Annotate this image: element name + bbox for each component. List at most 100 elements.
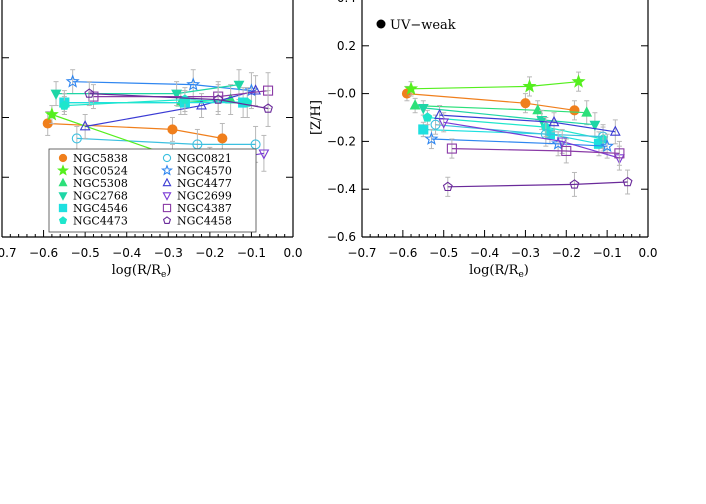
- data-point: [233, 80, 245, 91]
- x-tick-label: −0.5: [429, 246, 458, 260]
- x-tick-label: −0.7: [347, 246, 376, 260]
- series-line: [439, 114, 616, 133]
- legend-item-ngc4458: NGC4458: [162, 215, 232, 228]
- data-point: [213, 94, 224, 104]
- legend-marker: [160, 164, 174, 176]
- legend-label: NGC5838: [73, 152, 128, 165]
- series-line: [423, 107, 595, 126]
- legend-item-ngc4477: NGC4477: [162, 177, 232, 190]
- series-ngc4458: [84, 81, 273, 127]
- y-tick-label: −0.0: [327, 87, 356, 101]
- data-point: [446, 143, 457, 154]
- data-point: [417, 104, 429, 115]
- legend-label: NGC4570: [177, 165, 232, 178]
- series-ngc5308: [409, 97, 593, 126]
- x-axis-title: log(R/Re): [112, 263, 172, 280]
- x-tick-label: −0.2: [552, 246, 581, 260]
- data-point: [589, 120, 601, 131]
- data-point: [556, 137, 568, 148]
- data-point: [442, 181, 453, 192]
- legend-label: NGC2768: [73, 190, 128, 203]
- legend-item-ngc5308: NGC5308: [58, 177, 128, 190]
- data-point: [422, 112, 433, 122]
- legend-item-ngc0524: NGC0524: [56, 164, 128, 178]
- data-point: [50, 89, 62, 100]
- legend-label: NGC2699: [177, 190, 232, 203]
- legend-marker: [162, 203, 172, 213]
- legend-marker: [162, 177, 172, 187]
- legend-item-ngc2699: NGC2699: [162, 190, 232, 203]
- x-tick-label: −0.3: [511, 246, 540, 260]
- data-point: [571, 74, 586, 88]
- x-axis-title: log(R/Re): [469, 263, 529, 280]
- annotation-label: UV−weak: [390, 18, 456, 33]
- data-point: [167, 124, 178, 135]
- data-point: [84, 88, 95, 98]
- series-line: [89, 93, 269, 110]
- data-point: [263, 103, 273, 113]
- data-point: [186, 77, 201, 91]
- legend-marker: [162, 216, 172, 224]
- data-point: [250, 84, 262, 95]
- series-line: [72, 81, 252, 92]
- data-point: [548, 115, 560, 127]
- legend-item-ngc2768: NGC2768: [58, 190, 128, 203]
- x-tick-label: 0.0: [638, 246, 657, 260]
- series-line: [76, 137, 256, 145]
- series-line: [47, 122, 223, 139]
- data-point: [424, 131, 439, 145]
- uv-weak-annotation: UV−weak: [376, 18, 456, 33]
- legend-marker: [162, 192, 172, 201]
- series-line: [84, 90, 256, 128]
- legend-marker: [56, 164, 70, 176]
- series-ngc4458: [442, 169, 633, 197]
- legend-marker: [162, 153, 172, 163]
- data-point: [196, 99, 207, 110]
- data-point: [217, 133, 228, 144]
- series-line: [431, 138, 608, 147]
- x-tick-label: −0.4: [112, 246, 141, 260]
- series-line: [410, 81, 579, 90]
- data-point: [418, 124, 429, 135]
- x-axis-title-close: ): [166, 263, 171, 278]
- legend-label: NGC0524: [73, 165, 128, 178]
- legend-item-ngc5838: NGC5838: [58, 152, 128, 165]
- legend-item-ngc4387: NGC4387: [162, 202, 232, 215]
- data-point: [520, 98, 531, 109]
- data-point: [404, 81, 419, 95]
- data-point: [171, 89, 183, 100]
- annotation-dot: [376, 19, 386, 29]
- legend-marker: [58, 153, 68, 163]
- legend-label: NGC4477: [177, 177, 232, 190]
- legend-label: NGC4458: [177, 215, 232, 228]
- data-point: [59, 100, 70, 110]
- y-tick-label: −0.2: [327, 134, 356, 148]
- legend-label: NGC4387: [177, 202, 232, 215]
- legend-item-ngc4570: NGC4570: [160, 164, 232, 178]
- data-point: [569, 179, 580, 189]
- data-point: [71, 133, 82, 144]
- legend-marker: [58, 216, 68, 224]
- legend-marker: [58, 192, 68, 201]
- x-tick-label: −0.7: [0, 246, 17, 260]
- data-point: [438, 118, 450, 129]
- data-point: [622, 176, 633, 187]
- series-line: [406, 93, 575, 111]
- data-point: [561, 145, 572, 157]
- x-tick-label: 0.0: [283, 246, 302, 260]
- data-point: [609, 125, 621, 136]
- x-axis-title-close: ): [524, 263, 529, 278]
- data-point: [44, 107, 59, 121]
- series-line: [451, 148, 620, 154]
- legend-item-ngc4546: NGC4546: [58, 202, 128, 215]
- series-ngc4477: [434, 105, 621, 145]
- y-tick-label: −0.6: [327, 230, 356, 244]
- data-point: [569, 105, 580, 116]
- y-tick-label: 0.2: [337, 39, 356, 53]
- x-tick-label: −0.4: [470, 246, 499, 260]
- legend-marker: [58, 177, 68, 187]
- x-tick-label: −0.2: [195, 246, 224, 260]
- legend-box: [48, 148, 257, 233]
- series-ngc4570: [65, 69, 259, 110]
